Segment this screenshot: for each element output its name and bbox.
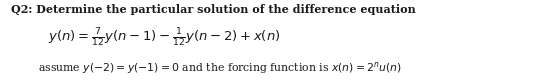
Text: assume $y(-2) = y(-1) = 0$ and the forcing function is $x(n) = 2^n u(n)$: assume $y(-2) = y(-1) = 0$ and the forci… [38,60,401,76]
Text: Q2: Determine the particular solution of the difference equation: Q2: Determine the particular solution of… [11,4,415,15]
Text: $y(n) = \frac{7}{12}y(n-1) - \frac{1}{12}y(n-2) + x(n)$: $y(n) = \frac{7}{12}y(n-1) - \frac{1}{12… [48,27,281,49]
